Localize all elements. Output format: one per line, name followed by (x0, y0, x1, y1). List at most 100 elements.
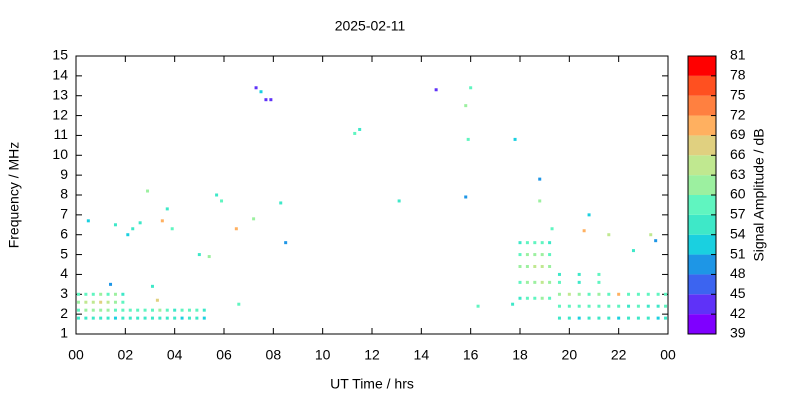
data-point (646, 316, 650, 320)
colorbar-segment (688, 135, 716, 156)
data-point (577, 272, 581, 276)
data-point (358, 127, 362, 131)
data-point (155, 298, 159, 302)
data-point (106, 292, 110, 296)
data-point (587, 292, 591, 296)
data-point (207, 255, 211, 259)
data-point (664, 304, 668, 308)
colorbar-tick-label: 69 (730, 126, 746, 142)
data-point (121, 300, 125, 304)
data-point (548, 253, 552, 257)
y-tick-label: 5 (60, 245, 68, 261)
colorbar-segment (688, 214, 716, 235)
data-point (654, 239, 658, 243)
data-point (540, 280, 544, 284)
data-point (631, 249, 635, 253)
data-point (76, 316, 80, 320)
x-tick-label: 16 (463, 347, 479, 363)
x-tick-label: 14 (414, 347, 430, 363)
data-point (567, 316, 571, 320)
data-point (646, 292, 650, 296)
data-point (597, 304, 601, 308)
y-tick-label: 7 (60, 206, 68, 222)
x-tick-label: 02 (118, 347, 134, 363)
data-point (597, 316, 601, 320)
data-point (284, 241, 288, 245)
data-point (587, 213, 591, 217)
data-point (582, 229, 586, 233)
data-point (525, 264, 529, 268)
colorbar-tick-label: 63 (730, 166, 746, 182)
data-point (533, 280, 537, 284)
data-point (525, 280, 529, 284)
data-point (513, 137, 517, 141)
data-point (131, 227, 135, 231)
data-point (106, 308, 110, 312)
data-point (138, 221, 142, 225)
data-point (279, 201, 283, 205)
data-point (434, 88, 438, 92)
x-tick-label: 20 (562, 347, 578, 363)
data-point (187, 316, 191, 320)
data-point (597, 280, 601, 284)
y-tick-label: 8 (60, 186, 68, 202)
x-tick-label: 10 (315, 347, 331, 363)
data-point (254, 86, 258, 90)
data-point (533, 264, 537, 268)
data-point (84, 308, 88, 312)
data-point (121, 292, 125, 296)
data-point (91, 292, 95, 296)
colorbar-segment (688, 254, 716, 275)
data-point (636, 292, 640, 296)
data-point (180, 316, 184, 320)
colorbar-segment (688, 314, 716, 334)
x-tick-label: 00 (660, 347, 676, 363)
data-point (577, 292, 581, 296)
data-point (128, 316, 132, 320)
data-point (113, 223, 117, 227)
data-point (121, 308, 125, 312)
data-point (511, 302, 515, 306)
data-point (150, 308, 154, 312)
data-point (128, 308, 132, 312)
colorbar-segment (688, 234, 716, 255)
colorbar-tick-label: 39 (730, 325, 746, 341)
colorbar-segment (688, 155, 716, 176)
data-point (237, 302, 241, 306)
data-point (533, 296, 537, 300)
plot-frame (75, 55, 669, 335)
data-point (84, 300, 88, 304)
colorbar-segment (688, 195, 716, 215)
data-point (197, 253, 201, 257)
data-point (540, 296, 544, 300)
data-point (259, 90, 263, 94)
data-point (99, 300, 103, 304)
data-point (180, 308, 184, 312)
data-point (518, 296, 522, 300)
data-point (173, 308, 177, 312)
data-point (557, 316, 561, 320)
data-point (109, 282, 113, 286)
data-point (538, 199, 542, 203)
y-tick-label: 14 (52, 67, 68, 83)
data-point (627, 316, 631, 320)
data-point (91, 308, 95, 312)
chart-title: 2025-02-11 (335, 18, 406, 34)
data-point (76, 300, 80, 304)
data-point (466, 137, 470, 141)
colorbar-segment (688, 75, 716, 96)
data-point (99, 316, 103, 320)
data-point (464, 195, 468, 199)
colorbar-tick-label: 57 (730, 206, 746, 222)
data-point (202, 316, 206, 320)
data-point (548, 296, 552, 300)
data-point (646, 304, 650, 308)
data-point (557, 304, 561, 308)
data-point (587, 304, 591, 308)
x-tick-label: 04 (167, 347, 183, 363)
x-tick-label: 22 (611, 347, 627, 363)
colorbar-label: Signal Amplitude / dB (751, 128, 767, 261)
data-point (557, 280, 561, 284)
colorbar-tick-label: 54 (730, 225, 746, 241)
data-point (548, 264, 552, 268)
